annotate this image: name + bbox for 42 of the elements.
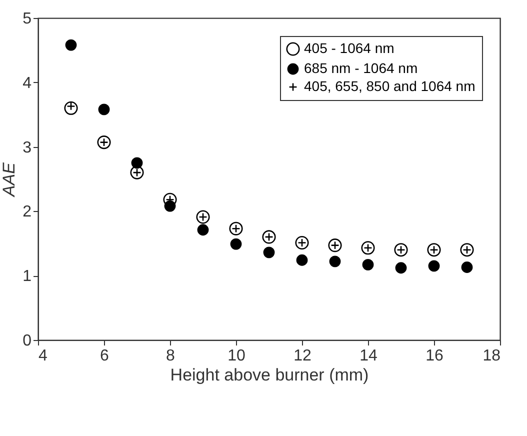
point [395, 262, 407, 274]
point [262, 230, 276, 244]
y-tick-label: 4 [22, 74, 32, 92]
point [164, 200, 176, 212]
point [64, 101, 78, 115]
y-tick-label: 2 [22, 204, 32, 221]
point [130, 166, 144, 180]
point [461, 262, 473, 273]
point [428, 260, 440, 272]
legend-label: 405, 655, 850 and 1064 nm [304, 78, 476, 94]
point [295, 236, 309, 250]
point [97, 136, 111, 150]
y-tick-label: 5 [22, 10, 32, 28]
point [328, 238, 342, 252]
y-tick-label: 1 [22, 268, 32, 286]
point [394, 243, 408, 257]
x-tick-label: 10 [228, 348, 246, 364]
point [65, 39, 77, 51]
y-axis-title: AAE [0, 162, 19, 198]
point [196, 210, 210, 224]
point [98, 104, 110, 116]
point [197, 224, 209, 236]
point [131, 157, 143, 169]
point [296, 254, 308, 266]
x-tick-label: 8 [166, 348, 176, 364]
point [229, 222, 243, 236]
y-tick-label: 0 [22, 332, 32, 350]
x-tick-label: 6 [100, 348, 110, 364]
x-tick-label: 18 [482, 348, 501, 364]
legend-label: 685 nm - 1064 nm [304, 60, 418, 76]
point [361, 241, 375, 255]
legend-label: 405 - 1064 nm [304, 40, 394, 56]
x-tick-label: 4 [38, 348, 48, 364]
y-tick-label: 3 [22, 139, 32, 156]
point [329, 256, 341, 268]
point [230, 238, 242, 250]
point [362, 258, 374, 270]
x-tick-label: 14 [360, 348, 378, 364]
x-axis-title: Height above burner (mm) [170, 366, 369, 384]
x-tick-label: 16 [426, 348, 444, 364]
point [263, 246, 275, 258]
x-tick-label: 12 [294, 348, 312, 364]
